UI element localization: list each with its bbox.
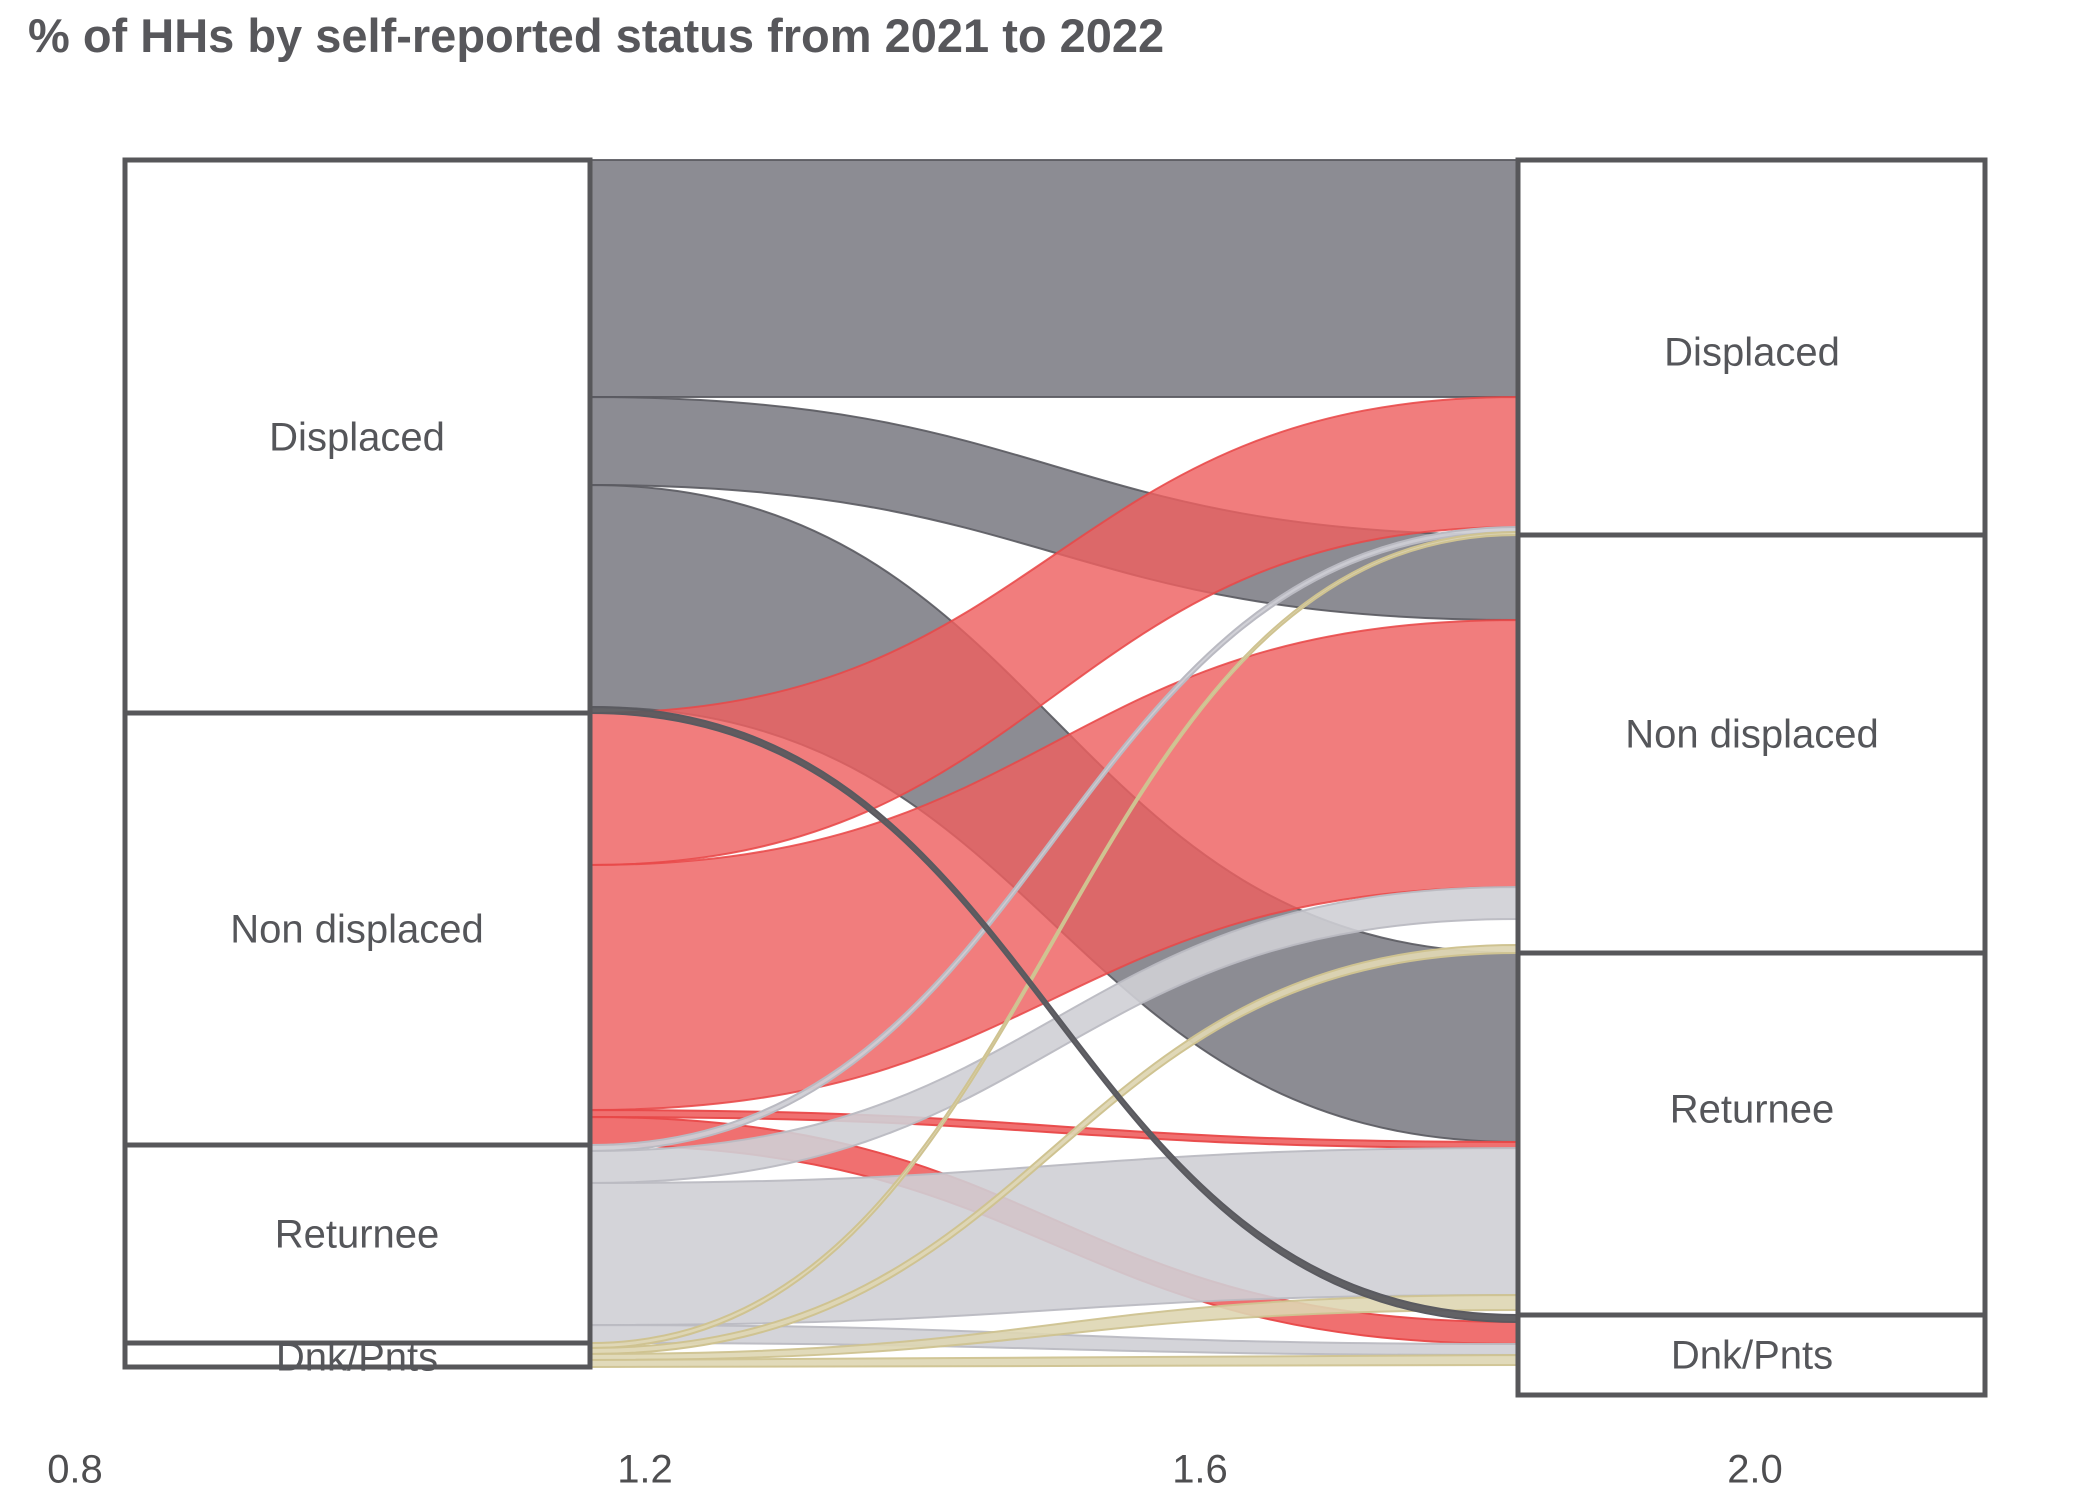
node-label-2021-returnee: Returnee [275, 1213, 440, 1257]
flow-displaced-displaced [589, 158, 1519, 399]
chart-title: % of HHs by self-reported status from 20… [28, 9, 1165, 62]
x-tick-1.2: 1.2 [617, 1448, 673, 1492]
node-label-2022-non-displaced: Non displaced [1625, 713, 1879, 757]
node-2022-non-displaced [1515, 532, 1988, 956]
node-label-2022-displaced: Displaced [1664, 331, 1840, 375]
node-label-2022-dnk-pnts: Dnk/Pnts [1671, 1334, 1833, 1378]
node-2021-dnk-pnts [122, 1340, 593, 1370]
node-label-2021-dnk-pnts: Dnk/Pnts [276, 1336, 438, 1380]
nodes-layer [122, 157, 1988, 1398]
node-label-2021-non-displaced: Non displaced [230, 908, 484, 952]
flows-layer [589, 158, 1519, 1369]
x-tick-0.8: 0.8 [47, 1448, 103, 1492]
x-tick-2.0: 2.0 [1727, 1448, 1783, 1492]
node-label-2022-returnee: Returnee [1670, 1088, 1835, 1132]
node-2021-returnee [122, 1142, 593, 1346]
x-tick-1.6: 1.6 [1172, 1448, 1228, 1492]
node-2022-dnk-pnts [1515, 1312, 1988, 1398]
x-axis: 0.8 1.2 1.6 2.0 [47, 1448, 1783, 1492]
node-2022-displaced [1515, 157, 1988, 538]
node-2022-returnee [1515, 950, 1988, 1318]
labels-layer: Displaced Non displaced Returnee Dnk/Pnts Di… [230, 331, 1879, 1380]
node-label-2021-displaced: Displaced [269, 416, 445, 460]
